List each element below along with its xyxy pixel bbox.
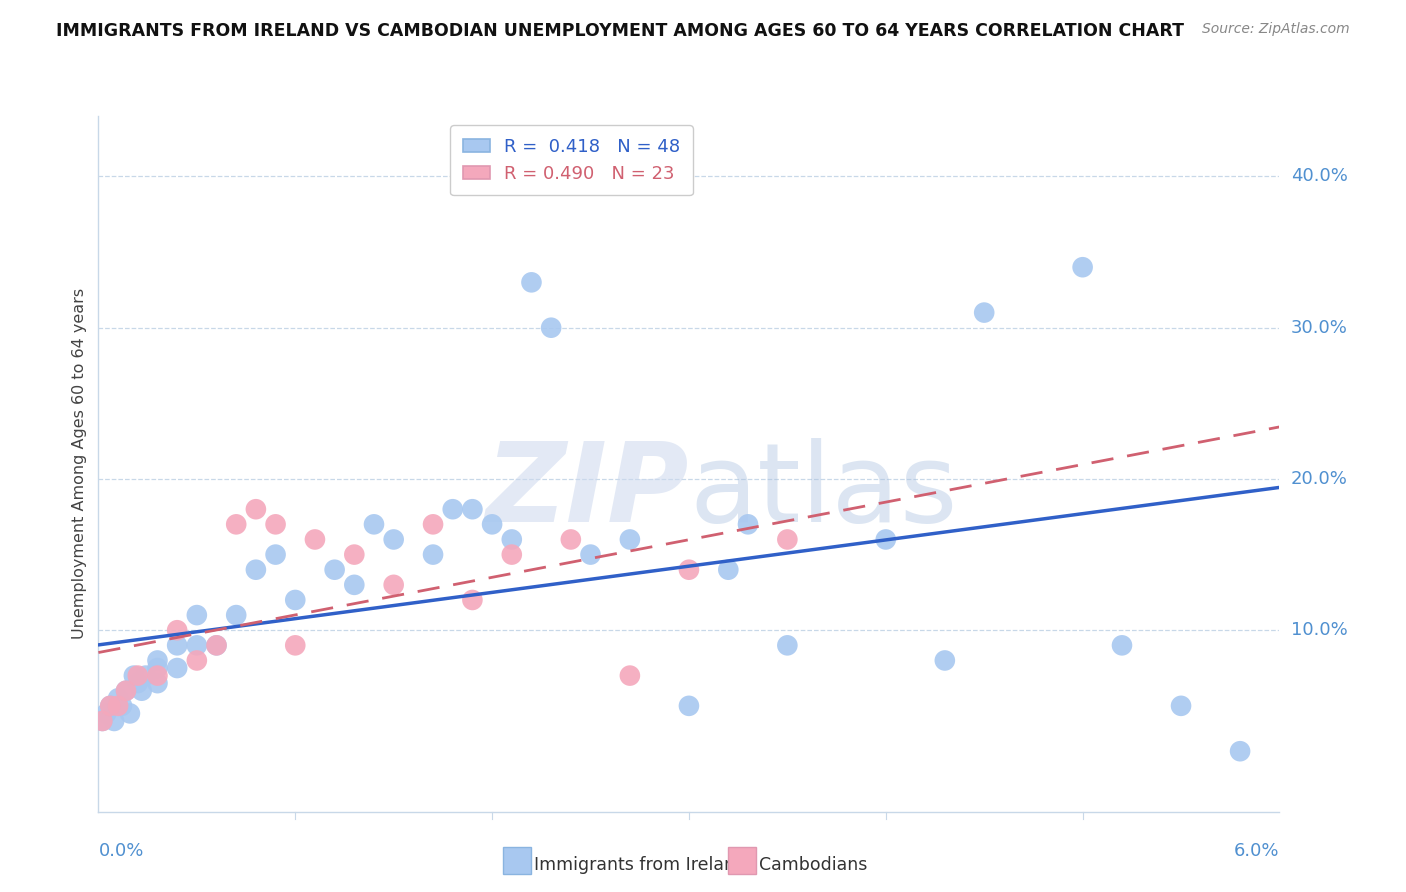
Point <box>118 706 141 721</box>
Point <box>127 676 149 690</box>
Point <box>98 698 121 713</box>
Point <box>96 706 118 721</box>
Text: atlas: atlas <box>689 438 957 545</box>
Text: Immigrants from Ireland: Immigrants from Ireland <box>534 856 747 874</box>
Text: 40.0%: 40.0% <box>1291 168 1347 186</box>
Point <box>284 638 307 652</box>
Point <box>166 624 188 638</box>
Point <box>560 533 582 547</box>
Y-axis label: Unemployment Among Ages 60 to 64 years: Unemployment Among Ages 60 to 64 years <box>72 288 87 640</box>
Point <box>501 548 523 562</box>
Point <box>540 320 562 334</box>
Point <box>225 608 247 623</box>
Point <box>146 676 169 690</box>
Text: 0.0%: 0.0% <box>98 842 143 860</box>
Point <box>186 653 208 667</box>
Point <box>343 578 366 592</box>
Point <box>205 638 228 652</box>
Point <box>363 517 385 532</box>
Point <box>678 563 700 577</box>
Point <box>934 653 956 667</box>
Point <box>103 714 125 728</box>
Point <box>717 563 740 577</box>
Point <box>501 533 523 547</box>
Point <box>304 533 326 547</box>
Point <box>875 533 897 547</box>
Point <box>1111 638 1133 652</box>
Text: 6.0%: 6.0% <box>1234 842 1279 860</box>
Point <box>131 683 153 698</box>
Point <box>111 698 134 713</box>
Point <box>619 533 641 547</box>
Point <box>107 698 129 713</box>
Text: ZIP: ZIP <box>485 438 689 545</box>
Point <box>441 502 464 516</box>
Text: Cambodians: Cambodians <box>759 856 868 874</box>
Text: 20.0%: 20.0% <box>1291 470 1347 488</box>
Point <box>91 714 114 728</box>
Point <box>135 668 157 682</box>
Point <box>127 668 149 682</box>
Point <box>1229 744 1251 758</box>
Point <box>166 661 188 675</box>
Point <box>284 593 307 607</box>
Point <box>776 533 799 547</box>
Point <box>382 533 405 547</box>
Point <box>579 548 602 562</box>
Text: 10.0%: 10.0% <box>1291 621 1347 640</box>
Point <box>520 276 543 290</box>
Point <box>619 668 641 682</box>
Point <box>973 305 995 319</box>
Point <box>382 578 405 592</box>
Point <box>1170 698 1192 713</box>
Point <box>146 661 169 675</box>
Point <box>422 548 444 562</box>
Point <box>264 548 287 562</box>
Point <box>146 668 169 682</box>
Point <box>343 548 366 562</box>
Text: Source: ZipAtlas.com: Source: ZipAtlas.com <box>1202 22 1350 37</box>
Legend: R =  0.418   N = 48, R = 0.490   N = 23: R = 0.418 N = 48, R = 0.490 N = 23 <box>450 125 693 195</box>
Text: 30.0%: 30.0% <box>1291 318 1347 336</box>
Point <box>1071 260 1094 275</box>
Point <box>122 668 145 682</box>
Point <box>166 638 188 652</box>
Point <box>115 683 138 698</box>
Point <box>737 517 759 532</box>
Point <box>245 502 267 516</box>
Point <box>186 638 208 652</box>
Point <box>461 502 484 516</box>
Point <box>323 563 346 577</box>
Point <box>264 517 287 532</box>
Text: IMMIGRANTS FROM IRELAND VS CAMBODIAN UNEMPLOYMENT AMONG AGES 60 TO 64 YEARS CORR: IMMIGRANTS FROM IRELAND VS CAMBODIAN UNE… <box>56 22 1184 40</box>
Point <box>98 698 121 713</box>
Point <box>205 638 228 652</box>
Point <box>91 714 114 728</box>
Point <box>776 638 799 652</box>
Point <box>678 698 700 713</box>
Point <box>461 593 484 607</box>
Point <box>225 517 247 532</box>
Point <box>115 683 138 698</box>
Point <box>146 653 169 667</box>
Point <box>186 608 208 623</box>
Point <box>481 517 503 532</box>
Point <box>245 563 267 577</box>
Point <box>422 517 444 532</box>
Point <box>107 691 129 706</box>
